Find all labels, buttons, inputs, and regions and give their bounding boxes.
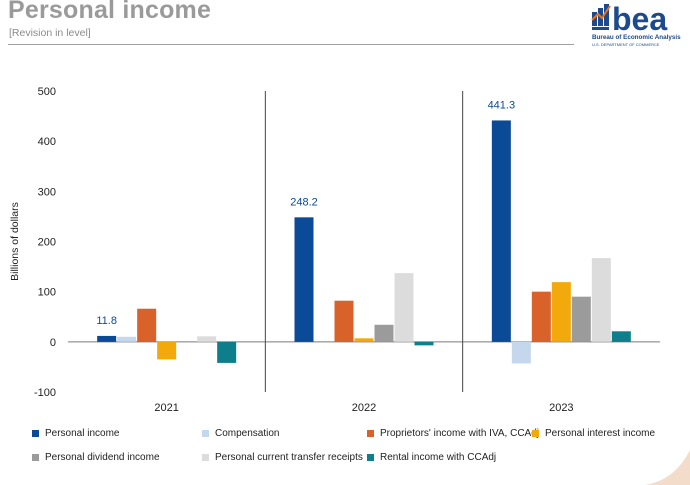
- bar: [394, 273, 414, 342]
- bar: [374, 324, 394, 342]
- y-tick-label: 200: [38, 237, 56, 249]
- bar: [611, 331, 631, 342]
- legend-item: Personal dividend income: [32, 452, 160, 463]
- data-label: 11.8: [96, 315, 117, 327]
- legend-item: Personal income: [32, 428, 119, 439]
- logo-base: [592, 27, 609, 30]
- logo-bar-3: [604, 4, 609, 26]
- bar: [97, 335, 117, 342]
- bar: [531, 291, 551, 342]
- bea-logo: bea Bureau of Economic Analysis U.S. DEP…: [591, 1, 681, 47]
- legend-item: Compensation: [202, 428, 279, 439]
- legend-swatch: [202, 430, 209, 437]
- logo-wordmark: bea: [612, 1, 667, 37]
- bar: [294, 217, 314, 342]
- bar-chart: -100 0 100 200 300 400 500 Billions of dollars 1…: [9, 86, 660, 414]
- legend-swatch: [202, 454, 209, 461]
- legend-item: Proprietors' income with IVA, CCAdj: [367, 428, 539, 439]
- legend-label: Rental income with CCAdj: [380, 452, 497, 463]
- bar: [137, 308, 157, 342]
- legend-item: Personal current transfer receipts: [202, 452, 363, 463]
- page-title: Personal income: [8, 0, 212, 24]
- y-tick-label: 400: [38, 136, 56, 148]
- bar: [157, 341, 177, 360]
- legend-label: Personal interest income: [545, 428, 656, 439]
- logo-trend-line: [591, 5, 611, 21]
- legend-swatch: [32, 430, 39, 437]
- y-tick-label: 0: [50, 337, 56, 349]
- x-tick-label: 2022: [352, 402, 376, 414]
- bar: [414, 341, 434, 346]
- y-tick-label: 300: [38, 186, 56, 198]
- legend-label: Proprietors' income with IVA, CCAdj: [380, 428, 539, 439]
- legend-swatch: [32, 454, 39, 461]
- x-tick-label: 2023: [549, 402, 573, 414]
- y-axis-title: Billions of dollars: [9, 202, 21, 281]
- data-label: 248.2: [290, 196, 318, 208]
- x-tick-label: 2021: [154, 402, 178, 414]
- page-subtitle: [Revision in level]: [9, 27, 91, 39]
- bar: [571, 296, 591, 342]
- logo-department: U.S. DEPARTMENT OF COMMERCE: [592, 42, 660, 47]
- legend-swatch: [532, 430, 539, 437]
- legend-label: Personal dividend income: [45, 452, 160, 463]
- logo-bar-1: [592, 12, 597, 26]
- y-tick-label: 100: [38, 287, 56, 299]
- legend-label: Personal income: [45, 428, 120, 439]
- bar: [117, 336, 137, 342]
- legend-label: Personal current transfer receipts: [215, 452, 363, 463]
- legend-swatch: [367, 430, 374, 437]
- legend-item: Rental income with CCAdj: [367, 452, 496, 463]
- bar: [197, 336, 217, 342]
- legend-label: Compensation: [215, 428, 280, 439]
- title-divider: [8, 44, 574, 45]
- bar: [511, 341, 531, 364]
- logo-name: Bureau of Economic Analysis: [592, 34, 681, 41]
- bar: [491, 120, 511, 342]
- data-label: 441.3: [488, 99, 516, 111]
- corner-decoration: [645, 450, 690, 485]
- legend-item: Personal interest income: [532, 428, 655, 439]
- bar: [354, 338, 374, 342]
- y-tick-label: -100: [34, 387, 56, 399]
- bar: [334, 300, 354, 342]
- legend-swatch: [367, 454, 374, 461]
- bar: [551, 282, 571, 342]
- y-tick-label: 500: [38, 86, 56, 98]
- bar: [591, 258, 611, 342]
- bar: [217, 341, 237, 363]
